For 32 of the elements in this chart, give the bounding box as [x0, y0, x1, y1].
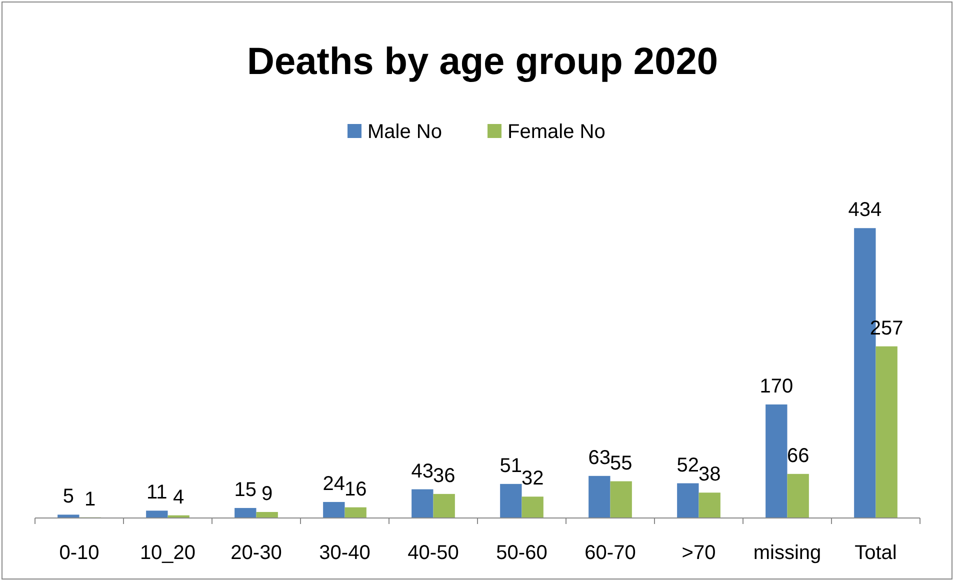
- data-label: 52: [676, 454, 700, 476]
- x-tick-label: 60-70: [584, 542, 636, 564]
- data-label: 63: [588, 446, 611, 469]
- chart-title: Deaths by age group 2020: [247, 41, 718, 83]
- data-label: 16: [344, 478, 367, 500]
- data-label: 170: [760, 375, 794, 398]
- data-label: 43: [411, 460, 434, 482]
- data-label: 38: [698, 464, 721, 486]
- x-tick-label: >70: [682, 542, 716, 564]
- x-tick-label: 50-60: [496, 542, 548, 564]
- data-label: 36: [432, 464, 456, 487]
- data-label: 11: [146, 482, 168, 504]
- x-tick-label: Total: [854, 542, 897, 564]
- data-label: 66: [786, 444, 810, 467]
- data-label: 9: [262, 482, 273, 505]
- x-tick-label: 0-10: [59, 542, 100, 564]
- data-label: 15: [234, 478, 257, 501]
- data-label: 4: [173, 486, 184, 508]
- x-tick-label: 30-40: [319, 542, 370, 564]
- legend-label: Male No: [368, 121, 442, 143]
- data-label: 32: [521, 468, 544, 490]
- data-label: 51: [500, 454, 522, 477]
- x-tick-label: 20-30: [230, 542, 282, 564]
- data-label: 55: [610, 452, 632, 474]
- data-label: 434: [848, 199, 882, 222]
- data-label: 24: [322, 472, 346, 495]
- data-label: 1: [84, 488, 96, 510]
- x-tick-label: 40-50: [408, 542, 459, 564]
- data-label: 5: [62, 486, 74, 508]
- x-tick-label: missing: [753, 542, 822, 564]
- legend-label: Female No: [508, 121, 606, 143]
- x-tick-label: 10_20: [140, 542, 196, 564]
